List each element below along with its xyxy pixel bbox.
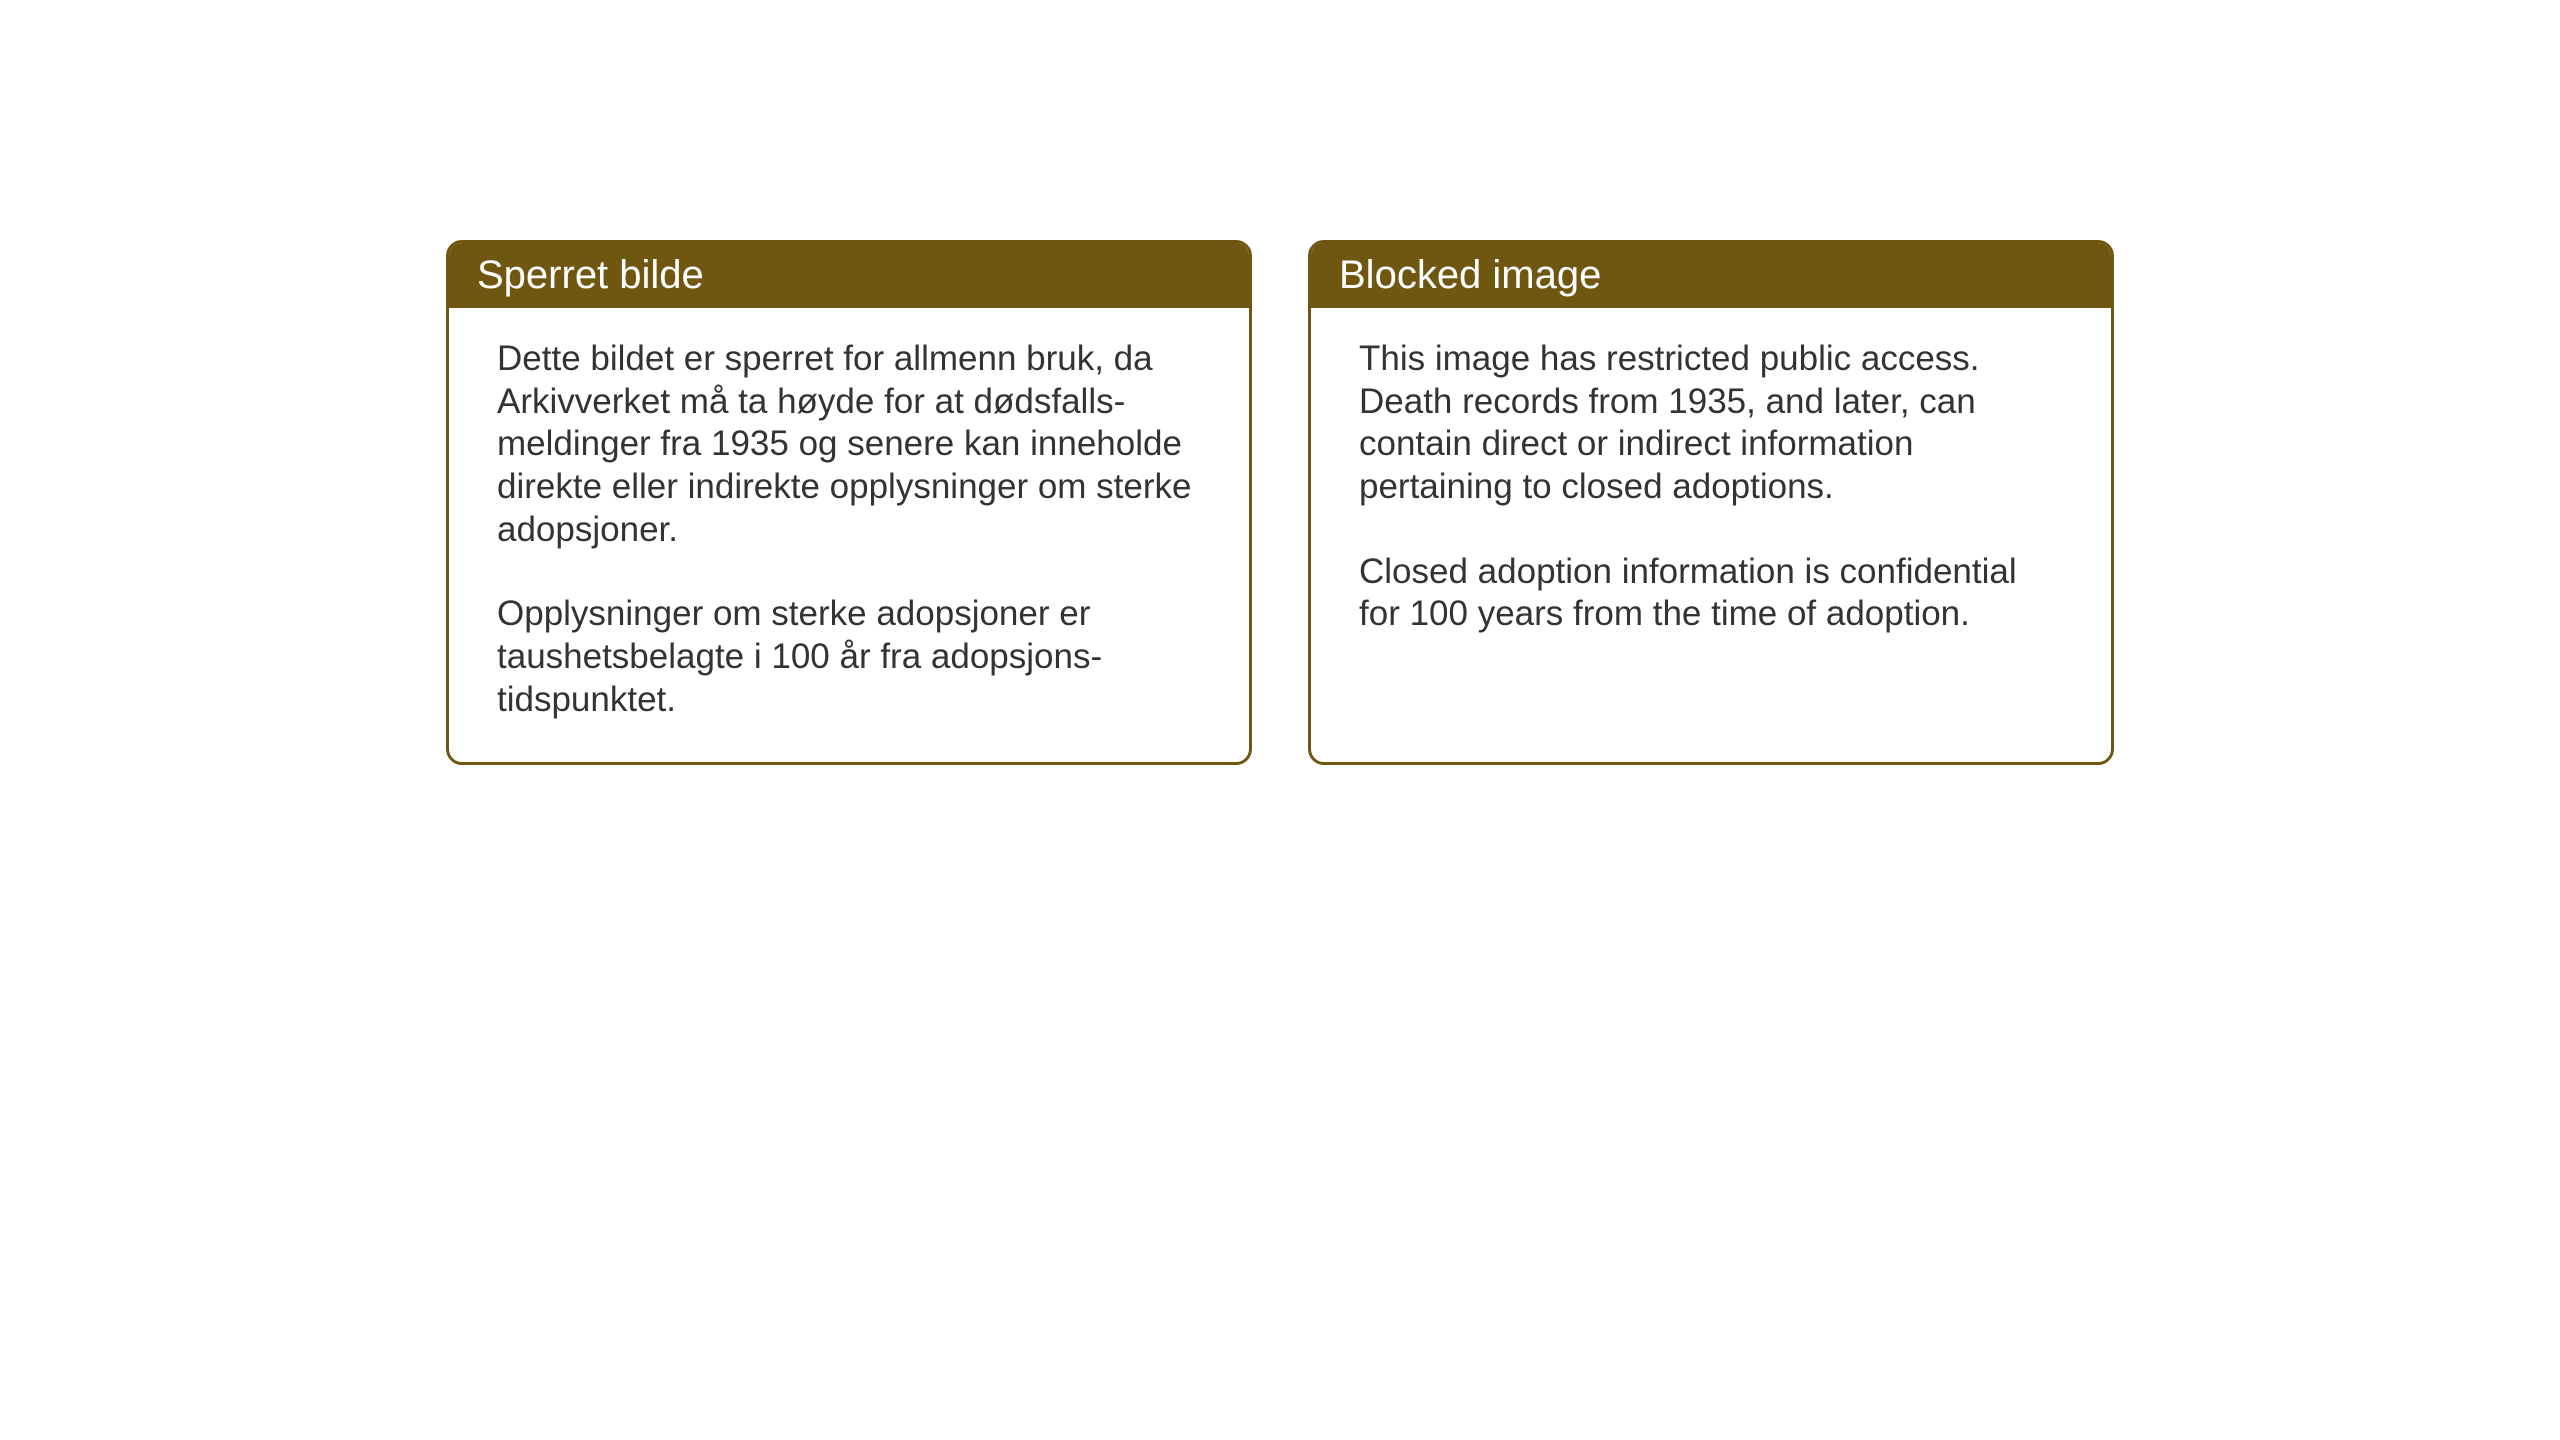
notice-body-norwegian: Dette bildet er sperret for allmenn bruk…	[449, 308, 1249, 762]
notice-header-norwegian: Sperret bilde	[449, 243, 1249, 308]
notice-header-english: Blocked image	[1311, 243, 2111, 308]
notice-paragraph-2-english: Closed adoption information is confident…	[1359, 551, 2063, 636]
notice-title-english: Blocked image	[1339, 253, 1601, 297]
notice-box-english: Blocked image This image has restricted …	[1308, 240, 2114, 765]
notice-container: Sperret bilde Dette bildet er sperret fo…	[446, 240, 2114, 765]
notice-title-norwegian: Sperret bilde	[477, 253, 704, 297]
notice-body-english: This image has restricted public access.…	[1311, 308, 2111, 676]
notice-paragraph-2-norwegian: Opplysninger om sterke adopsjoner er tau…	[497, 593, 1201, 721]
notice-paragraph-1-english: This image has restricted public access.…	[1359, 338, 2063, 509]
notice-paragraph-1-norwegian: Dette bildet er sperret for allmenn bruk…	[497, 338, 1201, 551]
notice-box-norwegian: Sperret bilde Dette bildet er sperret fo…	[446, 240, 1252, 765]
